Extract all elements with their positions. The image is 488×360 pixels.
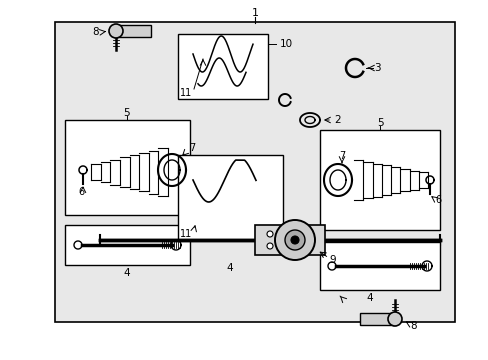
Text: 11: 11 bbox=[180, 88, 192, 98]
Text: 8: 8 bbox=[93, 27, 99, 37]
Text: 4: 4 bbox=[226, 263, 233, 273]
Text: 9: 9 bbox=[329, 255, 336, 265]
Text: 5: 5 bbox=[123, 108, 130, 118]
Bar bbox=[178, 34, 267, 99]
Text: 7: 7 bbox=[338, 151, 345, 161]
Text: 2: 2 bbox=[334, 115, 341, 125]
Circle shape bbox=[109, 24, 123, 38]
Bar bbox=[359, 313, 394, 325]
Circle shape bbox=[274, 220, 314, 260]
Bar bbox=[65, 225, 190, 265]
Text: 4: 4 bbox=[366, 293, 372, 303]
Circle shape bbox=[266, 231, 272, 237]
Bar bbox=[319, 242, 439, 290]
Text: 6: 6 bbox=[434, 195, 440, 205]
Text: 11: 11 bbox=[180, 229, 192, 239]
Bar bbox=[55, 22, 454, 322]
Bar bbox=[116, 25, 151, 37]
Circle shape bbox=[266, 243, 272, 249]
Text: 10: 10 bbox=[279, 39, 292, 49]
Bar bbox=[65, 120, 190, 215]
Text: 4: 4 bbox=[123, 268, 130, 278]
Text: 6: 6 bbox=[78, 187, 84, 197]
Circle shape bbox=[285, 230, 305, 250]
Text: 8: 8 bbox=[410, 321, 416, 331]
Text: 3: 3 bbox=[373, 63, 380, 73]
Bar bbox=[254, 225, 325, 255]
Text: 5: 5 bbox=[376, 118, 383, 128]
Text: 7: 7 bbox=[188, 143, 195, 153]
Text: 1: 1 bbox=[251, 8, 258, 18]
Bar bbox=[319, 130, 439, 230]
Bar bbox=[178, 155, 283, 240]
Circle shape bbox=[387, 312, 401, 326]
Circle shape bbox=[290, 236, 298, 244]
